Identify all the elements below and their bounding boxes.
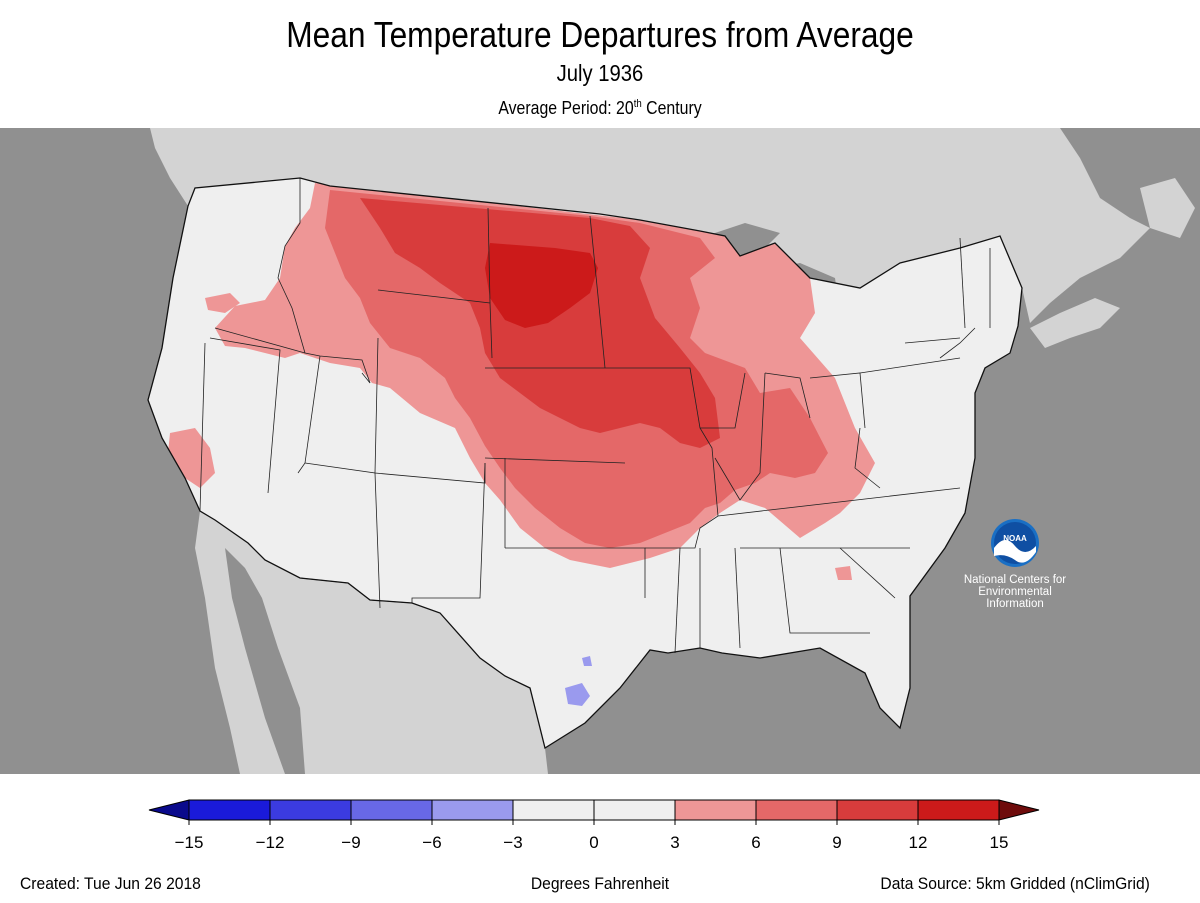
color-legend: −15 −12 −9 −6 −3 0 3 6 9 12 15 [140,795,1050,865]
texas-cool-spot [582,656,592,666]
state-borders [199,178,991,654]
legend-tick-label: −15 [175,833,204,852]
legend-arrow-high [998,799,1040,821]
legend-swatch [269,799,352,821]
noaa-logo-wave [994,539,1036,563]
noaa-text-line3: Information [986,598,1044,610]
legend-swatch [836,799,919,821]
data-source: Data Source: 5km Gridded (nClimGrid) [880,874,1150,893]
noaa-logo: NOAA National Centers for Environmental … [964,519,1066,610]
legend-swatch [512,799,595,821]
legend-tick-label: 15 [990,833,1009,852]
georgia-warm-patch [835,566,852,580]
oregon-warm-patch [205,293,240,313]
average-period-prefix: Average Period: 20 [498,98,634,118]
legend-swatch [593,799,676,821]
legend-swatch [188,799,271,821]
gulf-of-california [225,548,305,774]
legend-swatch [917,799,1000,821]
average-period-sup: th [633,98,642,110]
legend-swatch [350,799,433,821]
legend-tick-label: 9 [832,833,841,852]
legend-swatch [674,799,757,821]
noaa-logo-badge: NOAA [1003,534,1027,543]
legend-tick-label: 0 [589,833,598,852]
legend-tick-label: −9 [341,833,360,852]
noaa-text-line2: Environmental [978,586,1052,598]
legend-tick-label: −12 [256,833,285,852]
maritimes-land [1030,298,1120,348]
newfoundland-land [1140,178,1195,238]
legend-tick-label: 3 [670,833,679,852]
legend-tick-label: 6 [751,833,760,852]
legend-tick-label: 12 [909,833,928,852]
created-date: Created: Tue Jun 26 2018 [20,874,201,893]
canada-land [150,128,1150,323]
legend-arrow-low [148,799,190,821]
average-period: Average Period: 20th Century [72,98,1128,119]
texas-cool-patch [565,683,590,706]
legend-tick-label: −3 [503,833,522,852]
temperature-map: NOAA National Centers for Environmental … [0,128,1200,774]
legend-swatch [755,799,838,821]
legend-swatch [431,799,514,821]
anomaly-band-12-15 [485,243,598,328]
map-title: Mean Temperature Departures from Average [286,14,914,55]
average-period-suffix: Century [641,98,702,118]
noaa-text-line1: National Centers for [964,574,1066,586]
map-subtitle: July 1936 [556,60,644,86]
legend-tick-label: −6 [422,833,441,852]
anomaly-shading [168,183,1022,706]
legend-units: Degrees Fahrenheit [530,874,670,893]
california-warm-patch [168,428,215,488]
